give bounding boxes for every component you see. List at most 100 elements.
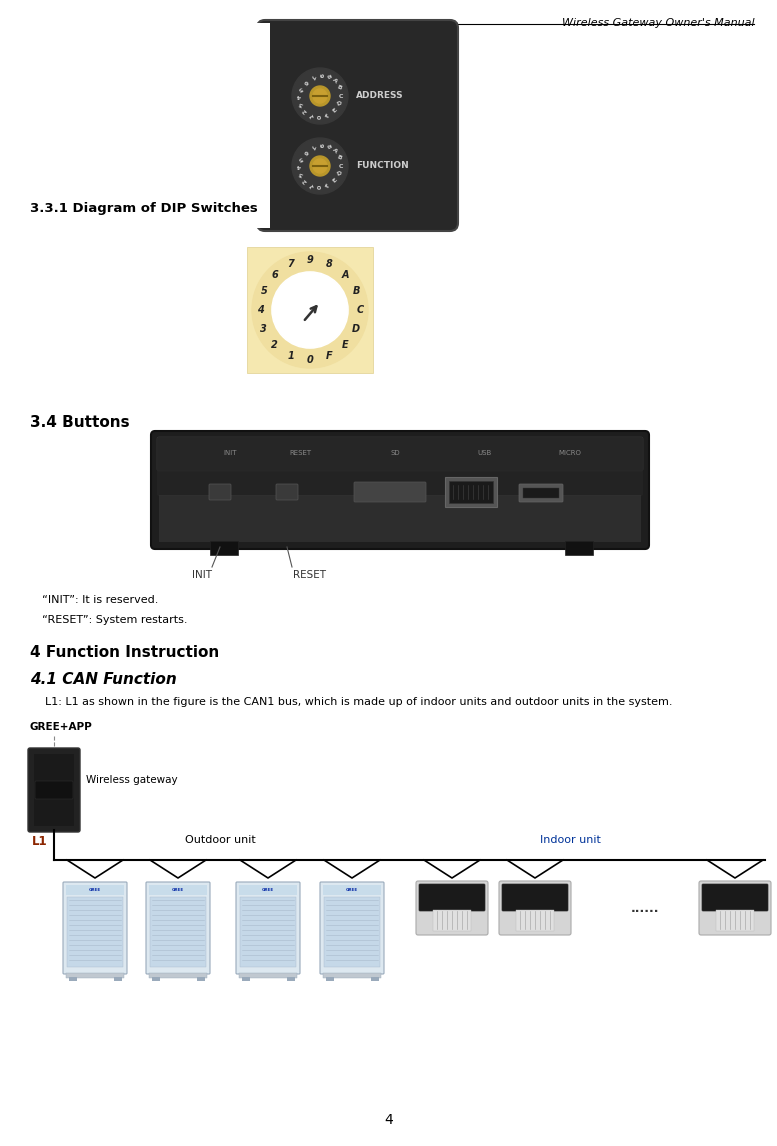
FancyBboxPatch shape: [502, 884, 568, 911]
Bar: [516, 910, 554, 931]
Text: 7: 7: [287, 259, 294, 269]
Text: 3.4 Buttons: 3.4 Buttons: [30, 415, 130, 430]
FancyBboxPatch shape: [157, 437, 643, 496]
Bar: [150, 897, 206, 967]
FancyBboxPatch shape: [157, 437, 643, 471]
Text: GREE: GREE: [262, 888, 274, 892]
Text: 9: 9: [318, 143, 322, 147]
Text: C: C: [357, 305, 364, 315]
Text: 2: 2: [301, 178, 308, 185]
FancyBboxPatch shape: [449, 481, 493, 503]
Text: 0: 0: [318, 115, 322, 119]
Text: 4.1 CAN Function: 4.1 CAN Function: [30, 672, 176, 686]
Text: USB: USB: [478, 450, 492, 456]
Text: 1: 1: [308, 182, 315, 188]
Text: 7: 7: [308, 73, 315, 79]
Text: 1: 1: [308, 112, 315, 118]
FancyBboxPatch shape: [419, 884, 485, 911]
Bar: [66, 973, 124, 978]
Bar: [152, 978, 160, 981]
Text: F: F: [325, 182, 331, 188]
Text: 8: 8: [326, 259, 333, 269]
Text: 0: 0: [318, 185, 322, 189]
Text: 6: 6: [301, 78, 308, 85]
Bar: [287, 978, 295, 981]
Text: “INIT”: It is reserved.: “INIT”: It is reserved.: [42, 595, 159, 605]
Text: F: F: [325, 112, 331, 118]
Text: B: B: [336, 85, 343, 92]
Circle shape: [310, 156, 330, 176]
Bar: [716, 910, 754, 931]
Text: 9: 9: [307, 256, 313, 265]
Bar: [69, 978, 77, 981]
Circle shape: [272, 272, 348, 348]
Text: GREE: GREE: [89, 888, 101, 892]
Circle shape: [292, 68, 348, 124]
Text: 5: 5: [298, 85, 304, 92]
Circle shape: [252, 252, 368, 368]
Bar: [67, 897, 123, 967]
FancyBboxPatch shape: [276, 484, 298, 500]
Text: FUNCTION: FUNCTION: [356, 162, 409, 171]
Bar: [149, 973, 207, 978]
Text: 0: 0: [307, 355, 313, 364]
Text: E: E: [332, 178, 338, 185]
Text: GREE: GREE: [346, 888, 358, 892]
Text: SD: SD: [390, 450, 400, 456]
Bar: [210, 541, 238, 555]
Text: Indoor unit: Indoor unit: [539, 835, 601, 845]
Text: 8: 8: [325, 143, 331, 150]
FancyBboxPatch shape: [236, 882, 300, 974]
Bar: [66, 885, 124, 895]
Text: Outdoor unit: Outdoor unit: [185, 835, 256, 845]
Bar: [323, 973, 381, 978]
Text: F: F: [326, 351, 333, 361]
Text: 1: 1: [287, 351, 294, 361]
Bar: [159, 495, 641, 542]
Text: A: A: [342, 269, 349, 280]
Text: D: D: [336, 171, 343, 178]
FancyBboxPatch shape: [499, 881, 571, 935]
Text: ......: ......: [631, 902, 659, 915]
Text: D: D: [352, 324, 361, 335]
FancyBboxPatch shape: [523, 488, 559, 499]
Text: RESET: RESET: [289, 450, 311, 456]
Circle shape: [313, 89, 327, 103]
Text: 5: 5: [260, 285, 267, 296]
Text: 3.3.1 Diagram of DIP Switches: 3.3.1 Diagram of DIP Switches: [30, 202, 258, 215]
Text: MICRO: MICRO: [559, 450, 581, 456]
Bar: [565, 541, 593, 555]
Bar: [433, 910, 471, 931]
Bar: [371, 978, 379, 981]
FancyBboxPatch shape: [699, 881, 771, 935]
Text: A: A: [331, 148, 338, 155]
FancyBboxPatch shape: [209, 484, 231, 500]
FancyBboxPatch shape: [702, 884, 768, 911]
Text: Wireless gateway: Wireless gateway: [86, 775, 178, 785]
Text: 3: 3: [260, 324, 267, 335]
Bar: [149, 885, 207, 895]
Text: 6: 6: [301, 148, 308, 155]
Bar: [247, 248, 373, 372]
Text: L1: L1 as shown in the figure is the CAN1 bus, which is made up of indoor units : L1: L1 as shown in the figure is the CAN…: [45, 697, 673, 707]
Bar: [323, 885, 381, 895]
Text: “RESET”: System restarts.: “RESET”: System restarts.: [42, 615, 187, 625]
Text: GREE: GREE: [172, 888, 184, 892]
Text: D: D: [336, 101, 343, 108]
Text: 7: 7: [308, 143, 315, 150]
Text: INIT: INIT: [223, 450, 237, 456]
FancyBboxPatch shape: [257, 19, 458, 231]
Text: GREE+APP: GREE+APP: [30, 722, 92, 732]
Bar: [324, 897, 380, 967]
Bar: [326, 978, 334, 981]
Text: A: A: [331, 78, 338, 85]
Text: 4: 4: [384, 1113, 393, 1127]
Circle shape: [313, 159, 327, 173]
Text: 6: 6: [271, 269, 278, 280]
Text: L1: L1: [32, 835, 47, 848]
Text: E: E: [332, 108, 338, 115]
Bar: [242, 978, 250, 981]
FancyBboxPatch shape: [35, 782, 73, 799]
FancyBboxPatch shape: [151, 431, 649, 549]
Text: RESET: RESET: [292, 570, 326, 580]
